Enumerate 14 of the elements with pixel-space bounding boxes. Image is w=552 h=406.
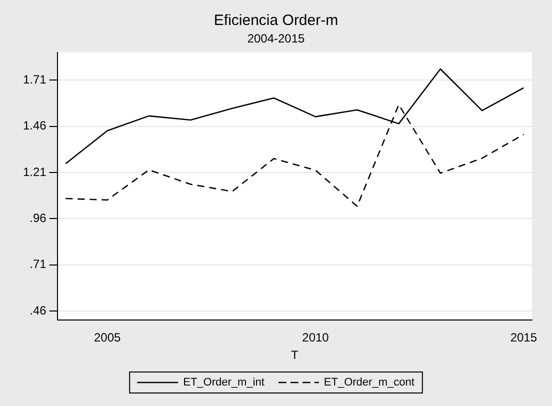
- chart-subtitle: 2004-2015: [247, 32, 306, 46]
- y-tick-label: 1.21: [22, 164, 47, 179]
- x-tick-label: 2005: [94, 330, 121, 345]
- y-tick-label: .71: [30, 257, 47, 272]
- y-tick-label: .96: [30, 210, 47, 225]
- y-tick-label: 1.71: [22, 72, 47, 86]
- x-axis-title: T: [291, 348, 300, 362]
- chart-title: Eficiencia Order-m: [214, 12, 338, 30]
- legend-label: ET_Order_m_int: [183, 376, 264, 389]
- y-tick-label: .46: [30, 303, 47, 318]
- legend-label: ET_Order_m_cont: [324, 376, 414, 389]
- x-tick-label: 2015: [510, 330, 538, 345]
- x-tick-label: 2010: [302, 330, 330, 345]
- y-tick-label: 1.46: [22, 118, 47, 133]
